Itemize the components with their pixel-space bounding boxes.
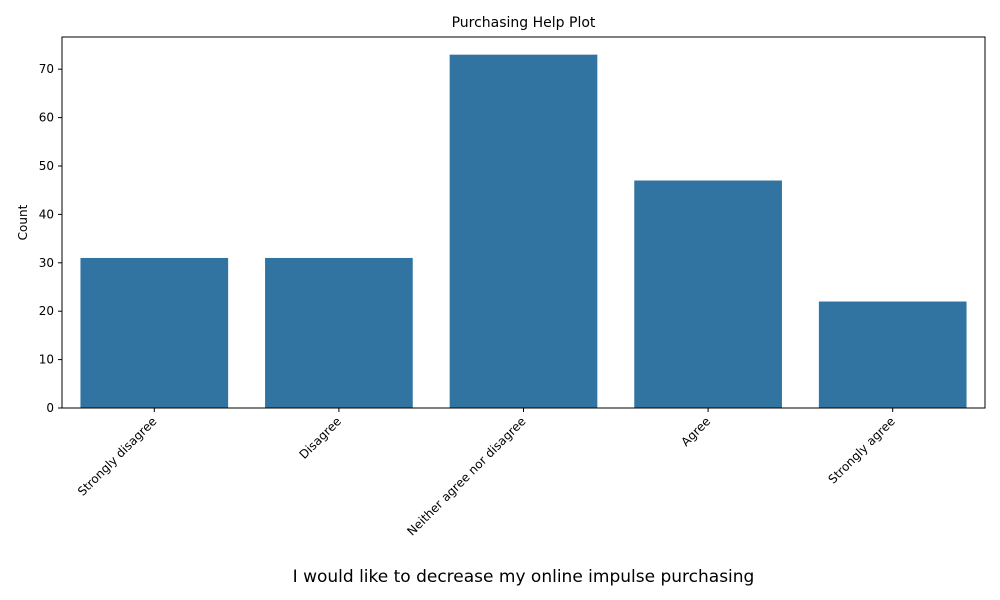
y-axis-ticks: 0 10 20 30 40 50 60 70	[39, 62, 62, 415]
y-tick-label-4: 40	[39, 207, 54, 221]
y-tick-label-2: 20	[39, 304, 54, 318]
chart-title: Purchasing Help Plot	[452, 15, 596, 31]
x-tick-label-0: Strongly disagree	[75, 414, 159, 498]
y-tick-label-3: 30	[39, 256, 54, 270]
y-tick-label-0: 0	[46, 401, 54, 415]
plot-frame	[61, 36, 986, 409]
bar-2	[449, 54, 598, 409]
x-tick-label-4: Strongly agree	[826, 414, 898, 486]
x-axis-label: I would like to decrease my online impul…	[293, 567, 755, 587]
y-axis-label: Count	[16, 204, 30, 240]
bar-3	[634, 180, 782, 408]
bar-4	[818, 301, 967, 408]
bars-group	[80, 54, 967, 409]
y-tick-label-7: 70	[39, 62, 54, 76]
y-tick-label-1: 10	[39, 353, 54, 367]
x-axis-ticks: Strongly disagree Disagree Neither agree n…	[75, 408, 898, 538]
y-tick-label-5: 50	[39, 159, 54, 173]
bar-1	[265, 257, 413, 408]
x-tick-label-2: Neither agree nor disagree	[404, 414, 528, 538]
x-tick-label-3: Agree	[678, 414, 713, 449]
bar-0	[80, 257, 229, 408]
x-tick-label-1: Disagree	[296, 414, 344, 462]
y-tick-label-6: 60	[39, 111, 54, 125]
